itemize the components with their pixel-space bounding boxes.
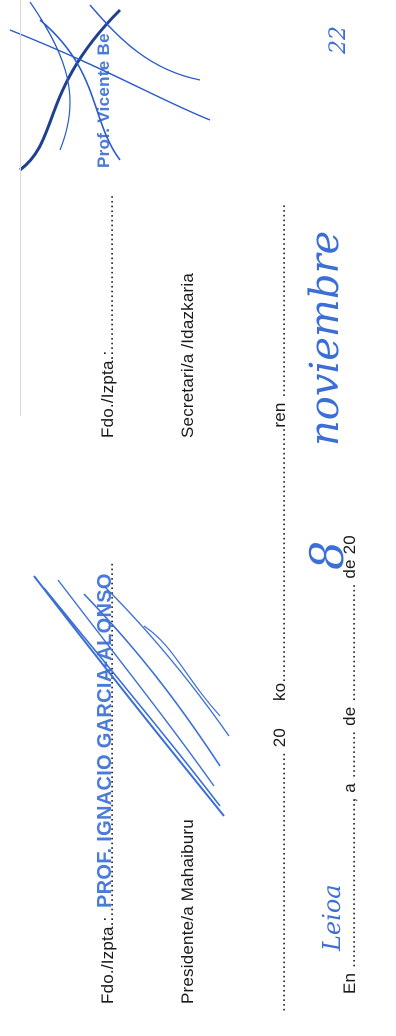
secretary-handwritten-signature — [0, 0, 230, 180]
president-fdo-label: Fdo./Izpta.: — [98, 917, 117, 1004]
en-label: En — [340, 973, 359, 994]
handwritten-month: noviembre — [302, 231, 348, 446]
basque-date-line: ........................................… — [270, 204, 290, 1012]
de-label: de — [340, 707, 359, 726]
handwritten-day: 8 — [300, 541, 354, 570]
ren-label: ren — [270, 402, 289, 427]
secretary-fdo-label: Fdo./Izpta.: — [98, 351, 117, 438]
president-handwritten-signature — [24, 566, 234, 826]
month-dots: ......................... — [340, 584, 359, 702]
president-title: Presidente/a Mahaiburu — [178, 819, 198, 1004]
basque-dots-c: ........................................… — [270, 428, 289, 683]
basque-dots-d: ........................................… — [270, 204, 289, 398]
basque-year-prefix: 20 — [270, 728, 289, 747]
scan-frame-line — [20, 0, 21, 416]
secretary-title: Secretari/a /Idazkaria — [178, 273, 198, 438]
secretary-signature-line: Fdo./Izpta.:............................… — [98, 195, 118, 438]
basque-dots-a: ........................................… — [270, 752, 289, 1012]
ko-label: ko — [270, 683, 289, 701]
handwritten-place: Leioa — [318, 884, 346, 951]
a-label: , a — [340, 783, 359, 803]
handwritten-year: 22 — [326, 26, 351, 54]
secretary-dots: ................................. — [98, 195, 117, 351]
day-dots: .......... — [340, 731, 359, 778]
